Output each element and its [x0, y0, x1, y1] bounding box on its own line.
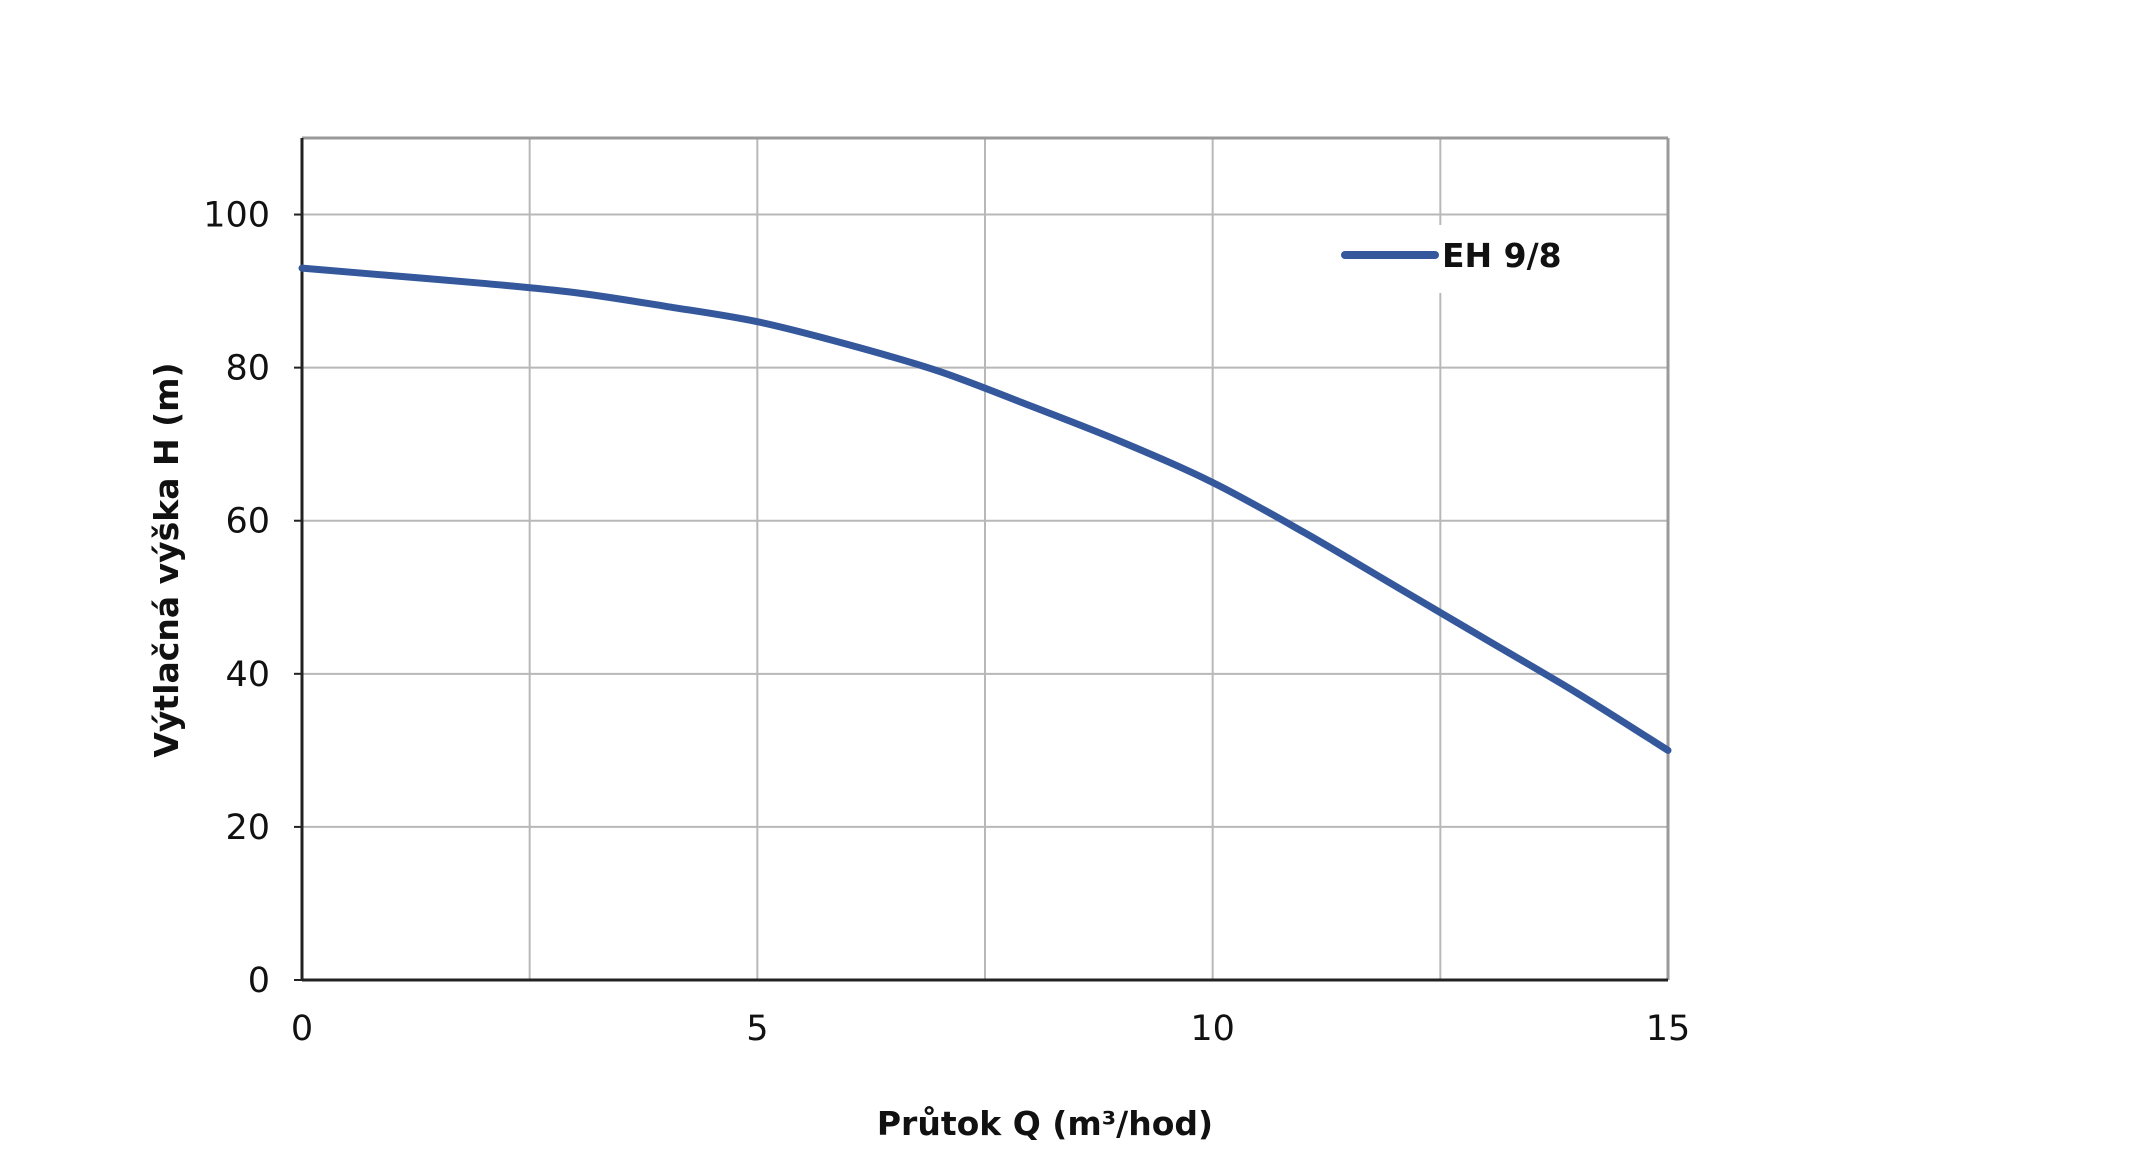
y-tick-label: 60 [225, 502, 270, 542]
x-tick-label: 5 [746, 1009, 768, 1049]
tick-labels: 0 20 40 60 80 100 0 5 10 15 [203, 196, 1690, 1049]
y-tick-label: 20 [225, 808, 270, 848]
series-line [298, 264, 1672, 754]
y-tick-label: 100 [203, 196, 270, 236]
y-tick-label: 0 [248, 961, 270, 1001]
series [298, 264, 1672, 754]
legend-label: EH 9/8 [1442, 236, 1562, 275]
gridlines [302, 138, 1668, 980]
x-tick-label: 0 [291, 1009, 313, 1049]
y-tick-label: 40 [225, 655, 270, 695]
y-axis-title: Výtlačná výška H (m) [147, 362, 186, 757]
axes [294, 136, 1670, 982]
x-tick-label: 10 [1190, 1009, 1235, 1049]
x-tick-label: 15 [1646, 1009, 1691, 1049]
y-tick-label: 80 [225, 349, 270, 389]
x-axis-title: Průtok Q (m³/hod) [877, 1104, 1213, 1143]
